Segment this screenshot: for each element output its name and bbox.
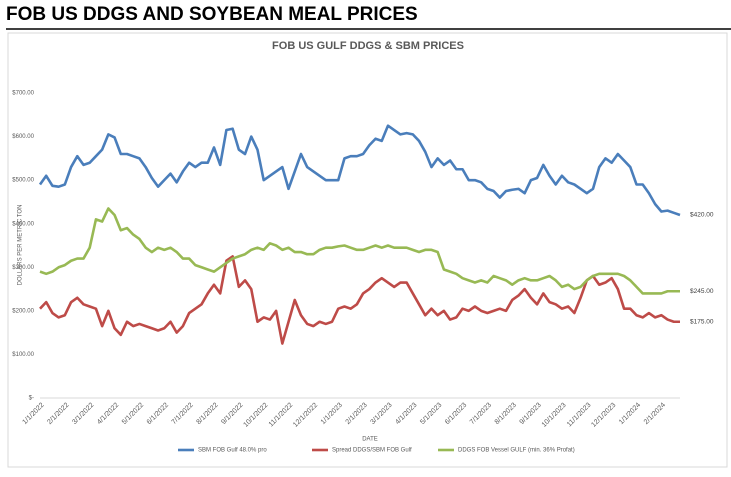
x-tick-label: 12/1/2023 xyxy=(590,402,617,429)
series-line xyxy=(39,207,680,295)
x-tick-label: 1/1/2023 xyxy=(320,402,344,426)
end-label: $245.00 xyxy=(690,288,714,295)
x-tick-label: 5/1/2022 xyxy=(121,402,145,426)
chart-frame xyxy=(7,32,728,468)
legend-label: Spread DDGS/SBM FOB Gulf xyxy=(332,448,412,454)
x-tick-label: 9/1/2023 xyxy=(519,402,543,426)
x-tick-label: 1/1/2022 xyxy=(21,402,45,426)
y-tick-label: $600.00 xyxy=(12,134,34,140)
end-label: $420.00 xyxy=(690,212,714,219)
y-tick-label: $100.00 xyxy=(12,352,34,358)
x-tick-label: 1/1/2024 xyxy=(618,402,642,426)
x-tick-label: 3/1/2022 xyxy=(71,402,95,426)
y-tick-label: $400.00 xyxy=(12,221,34,227)
y-axis-label: DOLLARS PER METRIC TON xyxy=(18,205,24,286)
y-tick-label: $- xyxy=(29,396,34,402)
x-tick-label: 12/1/2022 xyxy=(292,402,319,429)
y-tick-label: $200.00 xyxy=(12,308,34,314)
page-title: FOB US DDGS AND SOYBEAN MEAL PRICES xyxy=(6,4,418,25)
x-tick-label: 7/1/2022 xyxy=(171,402,195,426)
y-tick-label: $700.00 xyxy=(12,91,34,97)
x-tick-label: 3/1/2023 xyxy=(369,402,393,426)
x-tick-label: 8/1/2023 xyxy=(494,402,518,426)
y-tick-label: $300.00 xyxy=(12,265,34,271)
chart-title: FOB US GULF DDGS & SBM PRICES xyxy=(272,40,464,52)
x-tick-label: 6/1/2023 xyxy=(444,402,468,426)
x-tick-label: 11/1/2022 xyxy=(268,402,295,429)
x-tick-label: 8/1/2022 xyxy=(195,402,219,426)
x-tick-label: 2/1/2023 xyxy=(345,402,369,426)
legend-label: DDGS FOB Vessel GULF (min. 36% Profat) xyxy=(458,448,575,454)
legend-label: SBM FOB Gulf 48.0% pro xyxy=(198,448,267,454)
x-tick-label: 10/1/2022 xyxy=(242,402,269,429)
x-tick-label: 7/1/2023 xyxy=(469,402,493,426)
x-tick-label: 11/1/2023 xyxy=(566,402,593,429)
x-tick-label: 5/1/2023 xyxy=(419,402,443,426)
series-line xyxy=(38,124,681,217)
x-tick-label: 4/1/2023 xyxy=(394,402,418,426)
y-tick-label: $500.00 xyxy=(12,178,34,184)
x-axis-label: DATE xyxy=(362,437,378,443)
x-tick-label: 2/1/2024 xyxy=(643,402,667,426)
x-tick-label: 9/1/2022 xyxy=(220,402,244,426)
x-tick-label: 10/1/2023 xyxy=(541,402,568,429)
end-label: $175.00 xyxy=(690,318,714,325)
series-line xyxy=(39,255,680,345)
x-tick-label: 4/1/2022 xyxy=(96,402,120,426)
x-tick-label: 6/1/2022 xyxy=(146,402,170,426)
x-tick-label: 2/1/2022 xyxy=(46,402,70,426)
